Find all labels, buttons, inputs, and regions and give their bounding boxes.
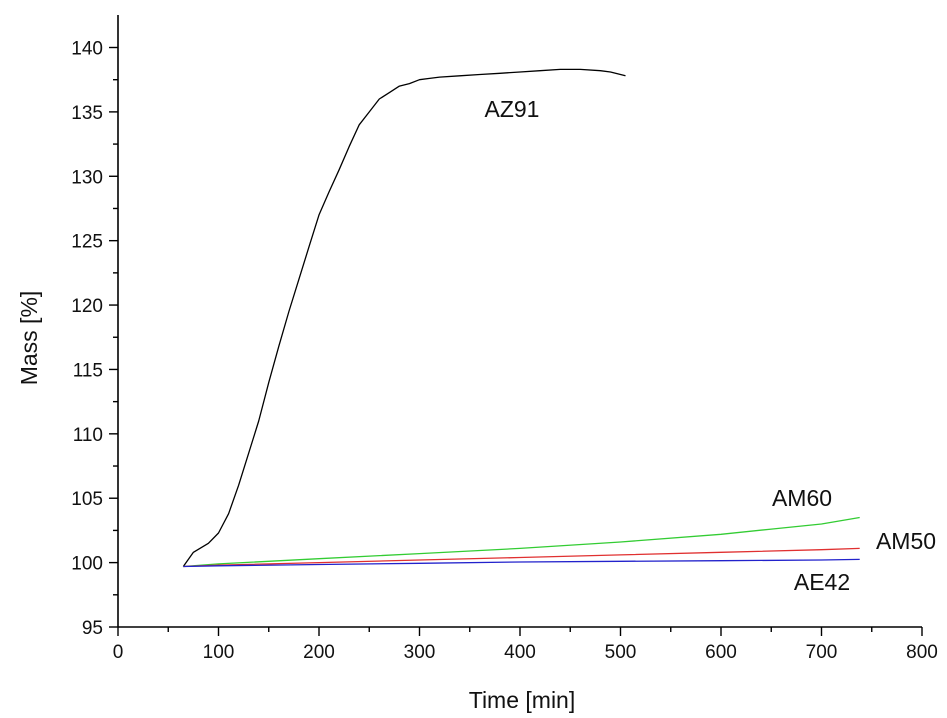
x-tick-label: 300 — [404, 642, 436, 663]
series-label-am60: AM60 — [772, 485, 832, 511]
y-axis-title: Mass [%] — [16, 291, 42, 386]
series-line-am60 — [183, 516, 860, 568]
series-line-am50 — [183, 547, 860, 568]
y-tick-label: 130 — [71, 167, 103, 188]
y-tick-label: 120 — [71, 296, 103, 317]
y-tick-label: 95 — [82, 618, 103, 639]
x-tick-label: 700 — [806, 642, 838, 663]
y-tick-label: 105 — [71, 489, 103, 510]
series-label-az91: AZ91 — [485, 96, 540, 122]
x-tick-label: 0 — [113, 642, 124, 663]
x-axis-title: Time [min] — [469, 687, 576, 713]
y-tick-label: 140 — [71, 39, 103, 60]
series-label-ae42: AE42 — [794, 569, 850, 595]
x-tick-label: 200 — [303, 642, 335, 663]
y-tick-label: 100 — [71, 554, 103, 575]
x-tick-label: 800 — [906, 642, 938, 663]
series-labels: AZ91 AM60 AM50 AE42 — [485, 96, 937, 595]
x-tick-label: 600 — [705, 642, 737, 663]
y-tick-label: 110 — [73, 425, 103, 446]
x-tick-label: 400 — [504, 642, 536, 663]
series-line-az91 — [182, 68, 626, 567]
series-lines — [182, 68, 860, 568]
series-label-am50: AM50 — [876, 528, 936, 554]
series-line-ae42 — [183, 558, 860, 568]
x-tick-label: 100 — [203, 642, 235, 663]
ticks: 0 100 200 300 400 500 600 700 800 95 100 105 110 115 1… — [71, 39, 938, 664]
y-tick-label: 125 — [71, 232, 103, 253]
y-tick-label: 135 — [71, 103, 103, 124]
x-tick-label: 500 — [605, 642, 637, 663]
y-tick-label: 115 — [73, 360, 103, 381]
